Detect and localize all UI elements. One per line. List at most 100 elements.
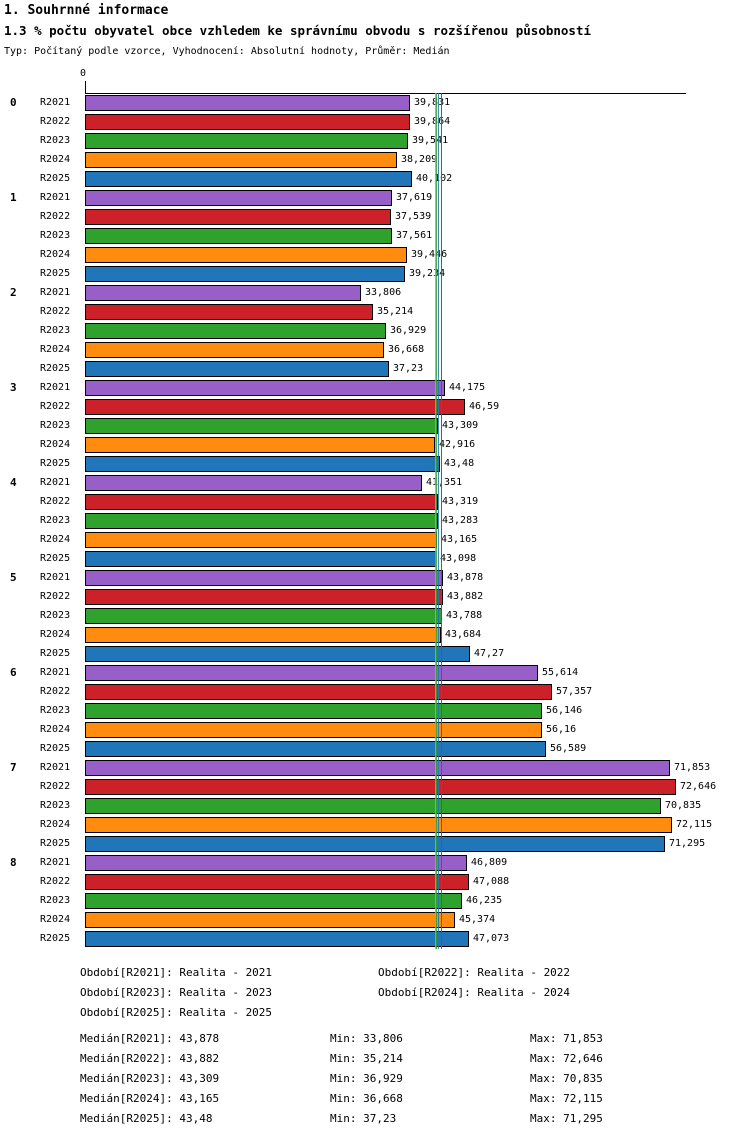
value-label: 43,684 xyxy=(445,629,482,640)
value-label: 37,539 xyxy=(395,211,432,222)
bar-R2021-group-3 xyxy=(85,380,445,396)
bar-row: R2022 46,59 xyxy=(0,397,750,416)
bar-row: R2023 43,283 xyxy=(0,511,750,530)
group-label-8: 8 xyxy=(10,856,17,869)
value-label: 37,561 xyxy=(396,230,433,241)
legend-periods: Období[R2021]: Realita - 2021 Období[R20… xyxy=(0,966,750,1026)
value-label: 39,541 xyxy=(412,135,449,146)
bar-row: R2024 39,446 xyxy=(0,245,750,264)
min-value-r2022: Min: 35,214 xyxy=(330,1052,403,1065)
series-label-R2022: R2022 xyxy=(40,496,71,507)
chart-meta-line: Typ: Počítaný podle vzorce, Vyhodnocení:… xyxy=(4,46,450,57)
series-label-R2023: R2023 xyxy=(40,135,71,146)
max-value-r2022: Max: 72,646 xyxy=(530,1052,603,1065)
value-label: 43,878 xyxy=(447,572,484,583)
value-label: 43,48 xyxy=(444,458,475,469)
stats-row: Medián[R2021]: 43,878 Min: 33,806 Max: 7… xyxy=(0,1032,750,1052)
axis-zero-label: 0 xyxy=(80,68,87,79)
median-line-R2025 xyxy=(438,93,439,949)
bar-R2025-group-6 xyxy=(85,741,546,757)
bar-R2022-group-7 xyxy=(85,779,676,795)
value-label: 39,831 xyxy=(414,97,451,108)
series-label-R2025: R2025 xyxy=(40,458,71,469)
series-label-R2022: R2022 xyxy=(40,211,71,222)
bar-R2025-group-0 xyxy=(85,171,412,187)
bar-R2024-group-0 xyxy=(85,152,397,168)
value-label: 43,788 xyxy=(446,610,483,621)
legend-stats: Medián[R2021]: 43,878 Min: 33,806 Max: 7… xyxy=(0,1032,750,1132)
series-label-R2024: R2024 xyxy=(40,439,71,450)
bar-row: R2025 40,102 xyxy=(0,169,750,188)
bar-R2021-group-5 xyxy=(85,570,443,586)
bar-R2024-group-1 xyxy=(85,247,407,263)
bar-row: R2022 47,088 xyxy=(0,872,750,891)
value-label: 46,59 xyxy=(469,401,500,412)
bar-row: 8 R2021 46,809 xyxy=(0,853,750,872)
bar-row: R2022 37,539 xyxy=(0,207,750,226)
horizontal-bar-chart: 0 0 R2021 39,831 R2022 39,864 R2023 39,541 R202… xyxy=(0,68,750,949)
bar-row: R2024 45,374 xyxy=(0,910,750,929)
max-value-r2024: Max: 72,115 xyxy=(530,1092,603,1105)
bar-group-0: 0 R2021 39,831 R2022 39,864 R2023 39,541 R2024 3… xyxy=(0,93,750,188)
bar-row: 6 R2021 55,614 xyxy=(0,663,750,682)
bar-group-1: 1 R2021 37,619 R2022 37,539 R2023 37,561 R2024 3… xyxy=(0,188,750,283)
legend-period-r2023: Období[R2023]: Realita - 2023 xyxy=(80,986,273,999)
bar-row: R2025 47,073 xyxy=(0,929,750,948)
value-label: 41,351 xyxy=(426,477,463,488)
min-value-r2024: Min: 36,668 xyxy=(330,1092,403,1105)
series-label-R2022: R2022 xyxy=(40,876,71,887)
group-label-1: 1 xyxy=(10,191,17,204)
value-label: 70,835 xyxy=(665,800,702,811)
value-label: 56,16 xyxy=(546,724,577,735)
bar-row: 3 R2021 44,175 xyxy=(0,378,750,397)
bar-row: 1 R2021 37,619 xyxy=(0,188,750,207)
stats-row: Medián[R2024]: 43,165 Min: 36,668 Max: 7… xyxy=(0,1092,750,1112)
series-label-R2021: R2021 xyxy=(40,477,71,488)
bar-row: R2025 47,27 xyxy=(0,644,750,663)
series-label-R2024: R2024 xyxy=(40,344,71,355)
value-label: 56,589 xyxy=(550,743,587,754)
bar-row: R2022 57,357 xyxy=(0,682,750,701)
bar-row: 0 R2021 39,831 xyxy=(0,93,750,112)
bar-row: R2024 72,115 xyxy=(0,815,750,834)
stats-row: Medián[R2023]: 43,309 Min: 36,929 Max: 7… xyxy=(0,1072,750,1092)
series-label-R2025: R2025 xyxy=(40,743,71,754)
bar-R2023-group-7 xyxy=(85,798,661,814)
series-label-R2022: R2022 xyxy=(40,686,71,697)
series-label-R2025: R2025 xyxy=(40,173,71,184)
value-label: 47,073 xyxy=(473,933,510,944)
bar-R2021-group-6 xyxy=(85,665,538,681)
value-label: 38,209 xyxy=(401,154,438,165)
value-label: 37,619 xyxy=(396,192,433,203)
legend-row: Období[R2025]: Realita - 2025 xyxy=(0,1006,750,1026)
bar-R2021-group-0 xyxy=(85,95,410,111)
series-label-R2024: R2024 xyxy=(40,249,71,260)
bar-R2022-group-1 xyxy=(85,209,391,225)
chart-subtitle: 1.3 % počtu obyvatel obce vzhledem ke sp… xyxy=(4,23,591,38)
series-label-R2021: R2021 xyxy=(40,97,71,108)
bar-row: R2023 70,835 xyxy=(0,796,750,815)
bar-R2024-group-2 xyxy=(85,342,384,358)
bar-R2023-group-5 xyxy=(85,608,442,624)
value-label: 40,102 xyxy=(416,173,452,184)
bar-R2025-group-8 xyxy=(85,931,469,947)
value-label: 43,098 xyxy=(440,553,477,564)
median-value-r2024: Medián[R2024]: 43,165 xyxy=(80,1092,220,1105)
bar-R2021-group-2 xyxy=(85,285,361,301)
bar-group-3: 3 R2021 44,175 R2022 46,59 R2023 43,309 R2024 42… xyxy=(0,378,750,473)
bar-R2025-group-3 xyxy=(85,456,440,472)
value-label: 45,374 xyxy=(459,914,496,925)
bar-row: R2024 38,209 xyxy=(0,150,750,169)
bar-R2024-group-3 xyxy=(85,437,435,453)
bar-R2024-group-5 xyxy=(85,627,441,643)
legend-period-r2024: Období[R2024]: Realita - 2024 xyxy=(378,986,571,999)
bar-row: R2025 43,48 xyxy=(0,454,750,473)
bar-R2022-group-2 xyxy=(85,304,373,320)
series-label-R2023: R2023 xyxy=(40,325,71,336)
bar-row: R2024 36,668 xyxy=(0,340,750,359)
value-label: 39,864 xyxy=(414,116,451,127)
bar-R2022-group-6 xyxy=(85,684,552,700)
bar-row: 7 R2021 71,853 xyxy=(0,758,750,777)
bar-R2022-group-8 xyxy=(85,874,469,890)
bar-R2025-group-4 xyxy=(85,551,436,567)
